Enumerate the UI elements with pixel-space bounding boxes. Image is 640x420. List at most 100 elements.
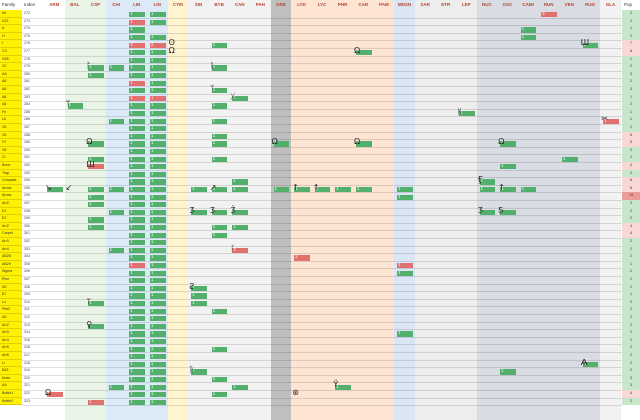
index-cell[interactable]: 288 xyxy=(24,132,30,137)
pop-cell[interactable]: 6 xyxy=(622,177,640,185)
count-cell-green[interactable]: 1 xyxy=(129,133,145,139)
column-header[interactable]: MDSN xyxy=(397,2,412,7)
count-cell-green[interactable]: 1 xyxy=(129,88,145,94)
family-cell[interactable]: B7 xyxy=(0,291,22,299)
pop-cell[interactable]: 2 xyxy=(622,397,640,406)
column-header[interactable]: PHR xyxy=(337,2,348,7)
index-cell[interactable]: 291 xyxy=(24,155,30,160)
pop-header[interactable]: Pop xyxy=(624,2,633,7)
count-cell-green[interactable]: 1 xyxy=(191,369,207,375)
pop-cell[interactable]: 6 xyxy=(622,48,640,56)
index-cell[interactable]: 314 xyxy=(24,330,30,335)
count-cell-green[interactable]: 1 xyxy=(150,247,166,253)
pop-cell[interactable]: 3 xyxy=(622,70,640,79)
count-cell-green[interactable]: 1 xyxy=(150,118,166,124)
count-cell-red[interactable]: 2 xyxy=(294,255,310,261)
count-cell-green[interactable]: 1 xyxy=(211,118,228,124)
count-cell-green[interactable]: 1 xyxy=(397,270,413,276)
index-cell[interactable]: 279 xyxy=(24,64,30,69)
count-cell-green[interactable]: 1 xyxy=(582,42,599,48)
count-cell-red[interactable]: 1 xyxy=(88,399,104,405)
pop-cell[interactable]: 1 xyxy=(622,154,640,162)
count-cell-green[interactable]: 1 xyxy=(150,179,166,185)
count-cell-green[interactable]: 1 xyxy=(459,111,475,117)
family-cell[interactable]: X2 xyxy=(0,63,22,71)
family-header[interactable]: Family xyxy=(2,2,16,7)
count-cell-green[interactable]: 1 xyxy=(88,323,104,329)
column-header[interactable]: CSP xyxy=(90,2,101,7)
pop-cell[interactable]: 2 xyxy=(622,336,640,345)
family-cell[interactable]: Arrow xyxy=(0,184,22,193)
pop-cell[interactable]: 2 xyxy=(622,344,640,352)
family-cell[interactable]: Arr2 xyxy=(0,222,22,231)
count-cell-green[interactable]: 1 xyxy=(129,354,145,360)
count-cell-green[interactable]: 1 xyxy=(129,149,145,155)
count-cell-red[interactable]: 1 xyxy=(129,263,145,269)
count-cell-green[interactable]: 1 xyxy=(520,187,537,193)
count-cell-red[interactable]: 1 xyxy=(129,95,145,101)
pop-cell[interactable]: 13 xyxy=(622,192,640,200)
count-cell-green[interactable]: 1 xyxy=(108,384,125,390)
index-cell[interactable]: 301 xyxy=(24,231,30,236)
count-cell-green[interactable]: 1 xyxy=(129,35,145,41)
index-cell[interactable]: 281 xyxy=(24,79,30,84)
index-cell[interactable]: 276 xyxy=(24,41,30,46)
count-cell-green[interactable]: 1 xyxy=(88,65,104,71)
count-cell-green[interactable]: 1 xyxy=(150,133,166,139)
family-cell[interactable]: E1 xyxy=(0,207,22,216)
column-header[interactable]: SAR xyxy=(420,2,430,7)
count-cell-green[interactable]: 1 xyxy=(150,88,166,94)
family-cell[interactable]: Pine xyxy=(0,276,22,284)
count-cell-green[interactable]: 1 xyxy=(129,57,145,63)
count-cell-green[interactable]: 1 xyxy=(150,217,166,223)
count-cell-green[interactable]: 1 xyxy=(211,156,228,162)
index-cell[interactable]: 323 xyxy=(24,398,30,403)
count-cell-green[interactable]: 1 xyxy=(150,194,166,200)
count-cell-green[interactable]: 1 xyxy=(479,209,496,215)
family-cell[interactable]: Lo xyxy=(0,298,22,307)
pop-cell[interactable]: 4 xyxy=(622,222,640,231)
family-cell[interactable]: Ci xyxy=(0,154,22,162)
count-cell-green[interactable]: 1 xyxy=(150,209,166,215)
count-cell-green[interactable]: 1 xyxy=(129,202,145,208)
index-cell[interactable]: 317 xyxy=(24,353,30,357)
count-cell-green[interactable]: 1 xyxy=(397,331,413,337)
count-cell-green[interactable]: 1 xyxy=(232,209,248,215)
count-cell-green[interactable]: 1 xyxy=(150,103,166,109)
count-cell-green[interactable]: 1 xyxy=(108,209,125,215)
count-cell-green[interactable]: 1 xyxy=(150,202,166,208)
count-cell-green[interactable]: 1 xyxy=(129,225,145,231)
pop-cell[interactable]: 1 xyxy=(622,291,640,299)
count-cell-red[interactable]: 1 xyxy=(129,80,145,86)
count-cell-green[interactable]: 1 xyxy=(479,187,496,193)
column-header[interactable]: CYM xyxy=(172,2,183,7)
family-cell[interactable]: V7 xyxy=(0,139,22,147)
column-header[interactable]: CAR xyxy=(358,2,369,7)
count-cell-green[interactable]: 1 xyxy=(500,141,516,147)
index-cell[interactable]: 306 xyxy=(24,269,30,274)
column-header[interactable]: LYD xyxy=(297,2,306,7)
count-cell-green[interactable]: 1 xyxy=(129,270,145,276)
index-cell[interactable]: 283 xyxy=(24,94,30,99)
family-cell[interactable]: AA xyxy=(0,382,22,390)
index-cell[interactable]: 319 xyxy=(24,368,30,373)
index-cell[interactable]: 273 xyxy=(24,18,30,23)
count-cell-green[interactable]: 1 xyxy=(356,50,372,56)
count-cell-green[interactable]: 1 xyxy=(211,346,228,352)
count-cell-green[interactable]: 1 xyxy=(150,73,166,79)
pop-cell[interactable]: 1 xyxy=(622,283,640,292)
column-header[interactable]: NUC xyxy=(482,2,492,7)
count-cell-green[interactable]: 1 xyxy=(129,164,145,170)
index-cell[interactable]: 293 xyxy=(24,170,30,175)
count-cell-green[interactable]: 1 xyxy=(520,27,537,33)
pop-cell[interactable]: 1 xyxy=(622,55,640,64)
count-cell-green[interactable]: 1 xyxy=(150,57,166,63)
count-cell-green[interactable]: 1 xyxy=(150,331,166,337)
count-cell-green[interactable]: 1 xyxy=(129,247,145,253)
family-cell[interactable]: A9 xyxy=(0,314,22,322)
count-cell-red[interactable]: 1 xyxy=(129,19,145,25)
index-cell[interactable]: 320 xyxy=(24,375,30,380)
family-cell[interactable]: Arr2 xyxy=(0,200,22,208)
pop-cell[interactable]: 2 xyxy=(622,101,640,109)
count-cell-green[interactable]: 1 xyxy=(150,65,166,71)
